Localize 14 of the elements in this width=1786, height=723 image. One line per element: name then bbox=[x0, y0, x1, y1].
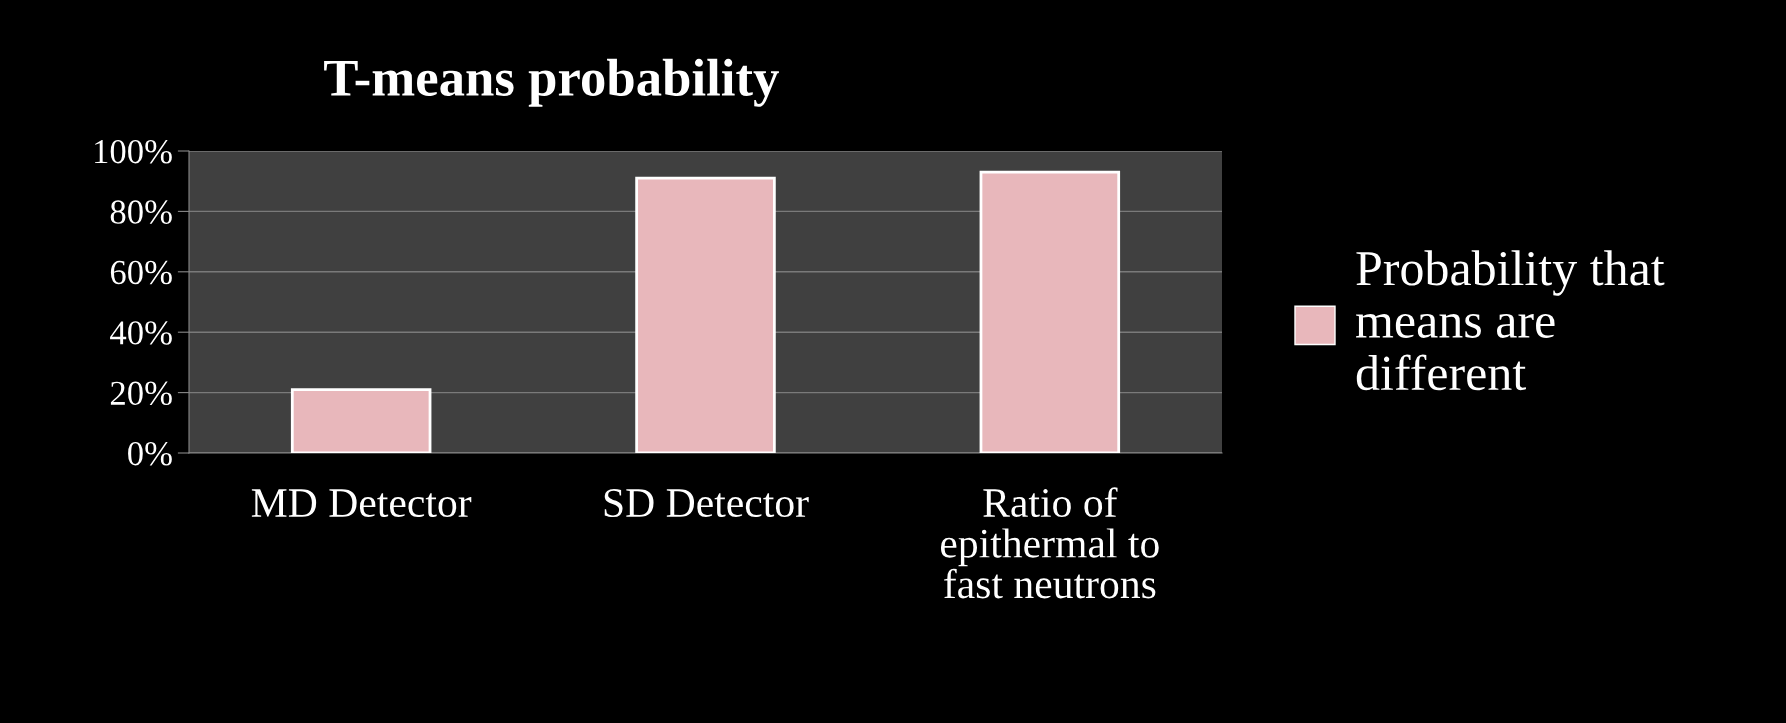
y-tick-label: 40% bbox=[110, 321, 172, 345]
y-tick-label: 0% bbox=[128, 441, 172, 466]
legend-label: Probability that means are different bbox=[1356, 250, 1665, 391]
bar bbox=[635, 176, 776, 453]
y-tick-label: 100% bbox=[95, 139, 172, 164]
bar bbox=[979, 170, 1121, 453]
y-tick-label: 20% bbox=[110, 381, 172, 406]
bar bbox=[290, 388, 432, 453]
x-tick-label: Ratio of epithermal to fast neutrons bbox=[940, 487, 1159, 599]
y-tick-label: 80% bbox=[110, 200, 172, 224]
x-tick-label: MD Detector bbox=[251, 489, 472, 518]
x-tick-label: SD Detector bbox=[604, 489, 809, 518]
y-tick-label: 60% bbox=[110, 260, 172, 285]
chart-title: T-means probability bbox=[324, 58, 779, 107]
